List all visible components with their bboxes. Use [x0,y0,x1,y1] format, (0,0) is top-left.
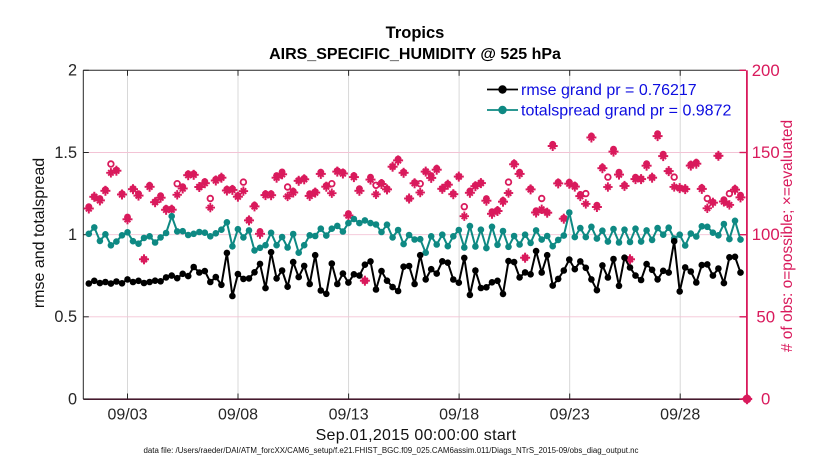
svg-text:200: 200 [752,61,780,80]
svg-text:0.5: 0.5 [54,308,77,326]
svg-text:rmse grand pr = 0.76217: rmse grand pr = 0.76217 [521,82,697,99]
svg-text:100: 100 [752,225,780,244]
svg-text:2: 2 [68,62,77,80]
svg-text:rmse and totalspread: rmse and totalspread [31,158,48,308]
svg-text:AIRS_SPECIFIC_HUMIDITY @ 525 h: AIRS_SPECIFIC_HUMIDITY @ 525 hPa [269,46,561,63]
svg-text:1: 1 [68,226,77,244]
svg-text:0: 0 [68,390,77,408]
svg-text:50: 50 [756,307,775,326]
svg-text:Tropics: Tropics [386,24,445,42]
svg-text:totalspread grand pr = 0.9872: totalspread grand pr = 0.9872 [521,103,731,120]
svg-text:09/03: 09/03 [107,407,147,424]
svg-text:09/28: 09/28 [660,407,700,424]
svg-text:0: 0 [761,390,770,409]
svg-text:150: 150 [752,143,780,162]
svg-text:Sep.01,2015 00:00:00 start: Sep.01,2015 00:00:00 start [316,427,517,444]
svg-text:09/13: 09/13 [329,407,369,424]
svg-text:1.5: 1.5 [54,144,77,162]
svg-text:data file: /Users/raeder/DAI/A: data file: /Users/raeder/DAI/ATM_forcXX/… [143,446,638,455]
svg-text:# of obs: o=possible; ×=evalua: # of obs: o=possible; ×=evaluated [779,120,796,352]
svg-text:09/23: 09/23 [550,407,590,424]
svg-text:09/08: 09/08 [218,407,258,424]
svg-text:09/18: 09/18 [439,407,479,424]
